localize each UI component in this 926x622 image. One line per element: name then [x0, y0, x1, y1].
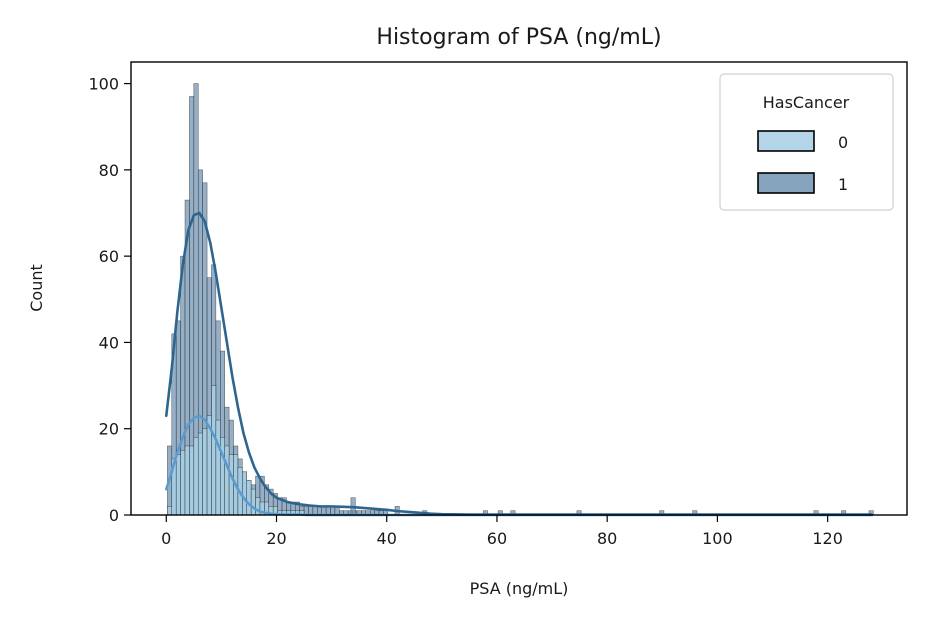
y-axis-label: Count — [27, 264, 46, 312]
y-tick-label: 40 — [99, 333, 119, 352]
chart-title: Histogram of PSA (ng/mL) — [376, 25, 661, 50]
x-tick-label: 80 — [597, 529, 617, 548]
x-tick-label: 120 — [812, 529, 843, 548]
hist-bar-series-0 — [250, 488, 256, 516]
hist-bar-series-0 — [224, 445, 230, 516]
hist-bar-series-0 — [189, 445, 195, 516]
x-axis-label: PSA (ng/mL) — [470, 579, 569, 598]
hist-bar-series-0 — [242, 471, 247, 516]
hist-bar-series-0 — [215, 419, 221, 516]
y-tick-label: 0 — [109, 506, 119, 525]
y-tick-label: 60 — [99, 247, 119, 266]
hist-bar-series-0 — [184, 445, 190, 516]
x-tick-label: 0 — [161, 529, 171, 548]
x-tick-label: 100 — [702, 529, 733, 548]
hist-bar-series-0 — [193, 437, 199, 516]
y-tick-label: 100 — [88, 75, 119, 94]
hist-bar-series-0 — [180, 450, 186, 516]
hist-bar-series-0 — [167, 506, 173, 516]
legend-title: HasCancer — [763, 93, 850, 112]
y-tick-label: 20 — [99, 420, 119, 439]
x-tick-label: 40 — [377, 529, 397, 548]
hist-bar-series-0 — [197, 432, 203, 516]
legend-swatch-1 — [757, 172, 815, 194]
x-tick-label: 20 — [266, 529, 286, 548]
x-tick-label: 60 — [487, 529, 507, 548]
hist-bar-series-0 — [246, 480, 252, 516]
legend-swatch-0 — [757, 130, 815, 152]
legend-label-0: 0 — [838, 133, 848, 152]
hist-bar-series-0 — [175, 454, 181, 516]
hist-bar-series-0 — [228, 454, 234, 516]
plot-frame — [130, 61, 908, 516]
hist-bar-series-0 — [202, 428, 208, 516]
hist-bar-series-0 — [211, 385, 217, 516]
legend-label-1: 1 — [838, 175, 848, 194]
axes: 0 20 40 60 80 100 120 0 20 40 60 80 100 — [88, 75, 842, 548]
y-tick-label: 80 — [99, 161, 119, 180]
legend: HasCancer 0 1 — [719, 73, 894, 211]
